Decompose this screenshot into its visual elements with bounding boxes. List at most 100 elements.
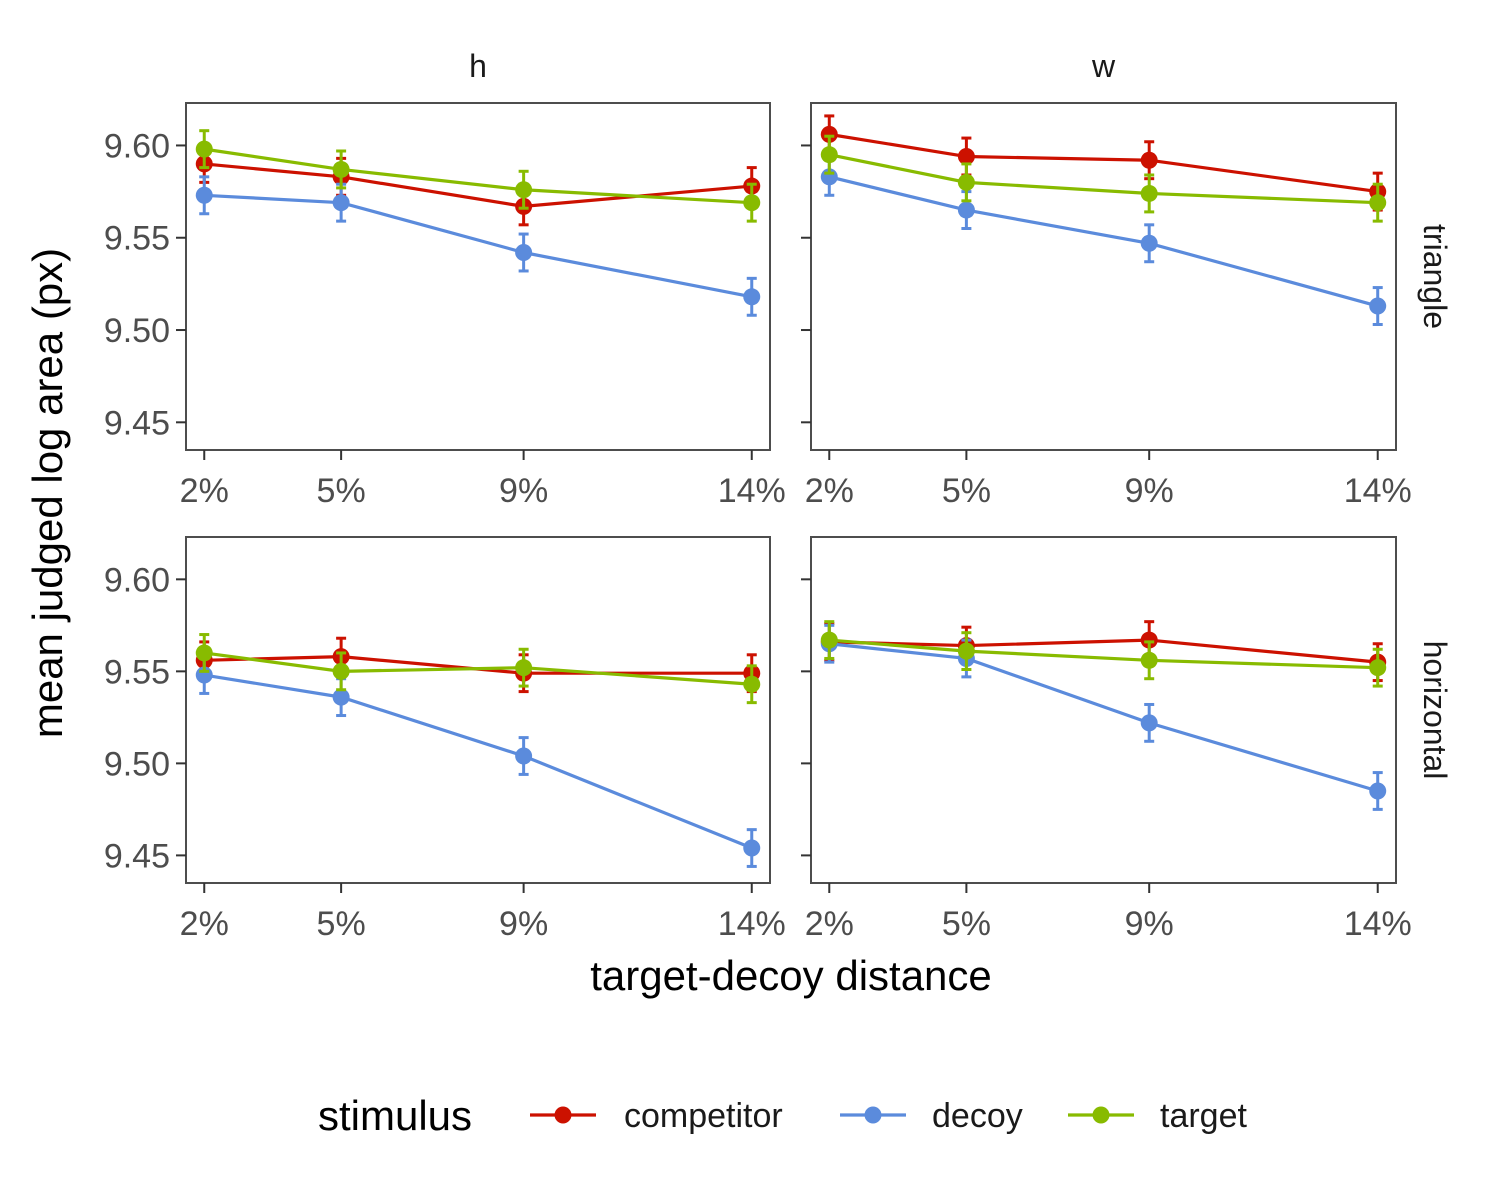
facet-label-triangle: triangle — [1417, 224, 1453, 329]
legend-label-competitor: competitor — [624, 1097, 783, 1135]
panel-border — [185, 102, 771, 451]
x-tick-label: 2% — [180, 905, 229, 943]
series-competitor — [195, 636, 761, 694]
data-point-target — [515, 659, 533, 677]
legend-key-point — [864, 1106, 882, 1124]
legend-key-point — [1092, 1106, 1110, 1124]
legend-label-target: target — [1160, 1097, 1247, 1135]
data-point-decoy — [1369, 297, 1387, 315]
data-point-decoy — [743, 839, 761, 857]
series-line-target — [204, 651, 752, 686]
series-target — [820, 134, 1387, 223]
x-tick-label: 14% — [1344, 472, 1412, 510]
facet-label-w: w — [1091, 48, 1116, 84]
series-line-decoy — [828, 175, 1379, 308]
data-point-decoy — [957, 201, 975, 219]
data-point-target — [1369, 194, 1387, 212]
x-tick-label: 2% — [805, 905, 854, 943]
y-tick-label: 9.60 — [104, 561, 170, 599]
data-point-decoy — [743, 288, 761, 306]
series-line-competitor — [829, 132, 1378, 194]
series-decoy — [820, 156, 1387, 326]
legend-key-point — [554, 1106, 572, 1124]
data-point-target — [332, 662, 350, 680]
series-line-decoy — [204, 193, 753, 299]
panel-border — [185, 536, 771, 884]
series-decoy — [820, 623, 1387, 811]
y-tick-label: 9.55 — [104, 653, 170, 691]
data-point-target — [820, 146, 838, 164]
data-point-target — [743, 675, 761, 693]
legend: stimulus competitor decoy target — [318, 1092, 1247, 1139]
data-point-decoy — [515, 244, 533, 262]
legend-item-competitor: competitor — [530, 1097, 783, 1135]
series-decoy — [195, 655, 761, 868]
panel-triangle-w: w triangle 2% 5% 9% 14% — [801, 48, 1453, 510]
facet-label-horizontal: horizontal — [1417, 641, 1453, 780]
series-decoy — [195, 175, 761, 317]
data-point-target — [195, 140, 213, 158]
series-target — [195, 633, 761, 705]
series-line-competitor — [204, 655, 752, 675]
data-point-target — [332, 160, 350, 178]
data-point-competitor — [1140, 151, 1158, 169]
panel-horizontal-w: horizontal 2% 5% 9% 14% — [801, 536, 1453, 943]
data-point-decoy — [332, 194, 350, 212]
data-point-decoy — [1140, 714, 1158, 732]
panel-triangle-h: h 9.45 9.50 9.55 9.60 2% 5% 9% 14% — [104, 48, 786, 510]
x-axis-title: target-decoy distance — [590, 952, 992, 999]
data-point-target — [820, 631, 838, 649]
data-point-decoy — [1369, 782, 1387, 800]
x-tick-label: 5% — [942, 472, 991, 510]
series-target — [820, 620, 1387, 688]
x-tick-label: 5% — [317, 472, 366, 510]
data-point-target — [957, 642, 975, 660]
data-point-target — [195, 644, 213, 662]
series-target — [195, 129, 761, 223]
x-tick-label: 9% — [499, 905, 548, 943]
series-line-target — [829, 638, 1378, 670]
data-point-target — [1140, 184, 1158, 202]
data-point-target — [1369, 659, 1387, 677]
data-point-decoy — [195, 186, 213, 204]
x-tick-label: 2% — [805, 472, 854, 510]
series-line-decoy — [829, 642, 1379, 793]
data-point-decoy — [332, 688, 350, 706]
facet-label-h: h — [469, 48, 487, 84]
data-point-target — [1140, 651, 1158, 669]
panel-border — [810, 536, 1397, 884]
legend-title: stimulus — [318, 1092, 472, 1139]
legend-label-decoy: decoy — [932, 1097, 1023, 1135]
x-tick-label: 14% — [718, 472, 786, 510]
x-tick-label: 5% — [942, 905, 991, 943]
legend-item-target: target — [1068, 1097, 1247, 1135]
panels-layer: h 9.45 9.50 9.55 9.60 2% 5% 9% 14% w triangle 2% 5% 9… — [104, 48, 1453, 943]
series-line-decoy — [203, 673, 753, 850]
legend-item-decoy: decoy — [840, 1097, 1023, 1135]
data-point-decoy — [1140, 234, 1158, 252]
series-line-target — [204, 147, 752, 205]
x-tick-label: 9% — [499, 472, 548, 510]
x-tick-label: 9% — [1125, 905, 1174, 943]
y-tick-label: 9.50 — [104, 745, 170, 783]
x-tick-label: 9% — [1125, 472, 1174, 510]
x-tick-label: 2% — [180, 472, 229, 510]
data-point-competitor — [957, 148, 975, 166]
data-point-target — [743, 194, 761, 212]
x-tick-label: 14% — [1344, 905, 1412, 943]
data-point-target — [515, 181, 533, 199]
y-tick-label: 9.55 — [104, 220, 170, 258]
panel-horizontal-h: 9.45 9.50 9.55 9.60 2% 5% 9% 14% — [104, 536, 786, 943]
y-tick-label: 9.45 — [104, 404, 170, 442]
y-axis-title: mean judged log area (px) — [24, 248, 71, 738]
y-tick-label: 9.45 — [104, 837, 170, 875]
x-tick-label: 14% — [718, 905, 786, 943]
y-tick-label: 9.60 — [104, 127, 170, 165]
data-point-decoy — [515, 747, 533, 765]
data-point-competitor — [820, 125, 838, 143]
series-line-target — [828, 153, 1378, 205]
data-point-target — [957, 173, 975, 191]
y-tick-label: 9.50 — [104, 312, 170, 350]
panel-border — [810, 102, 1397, 451]
